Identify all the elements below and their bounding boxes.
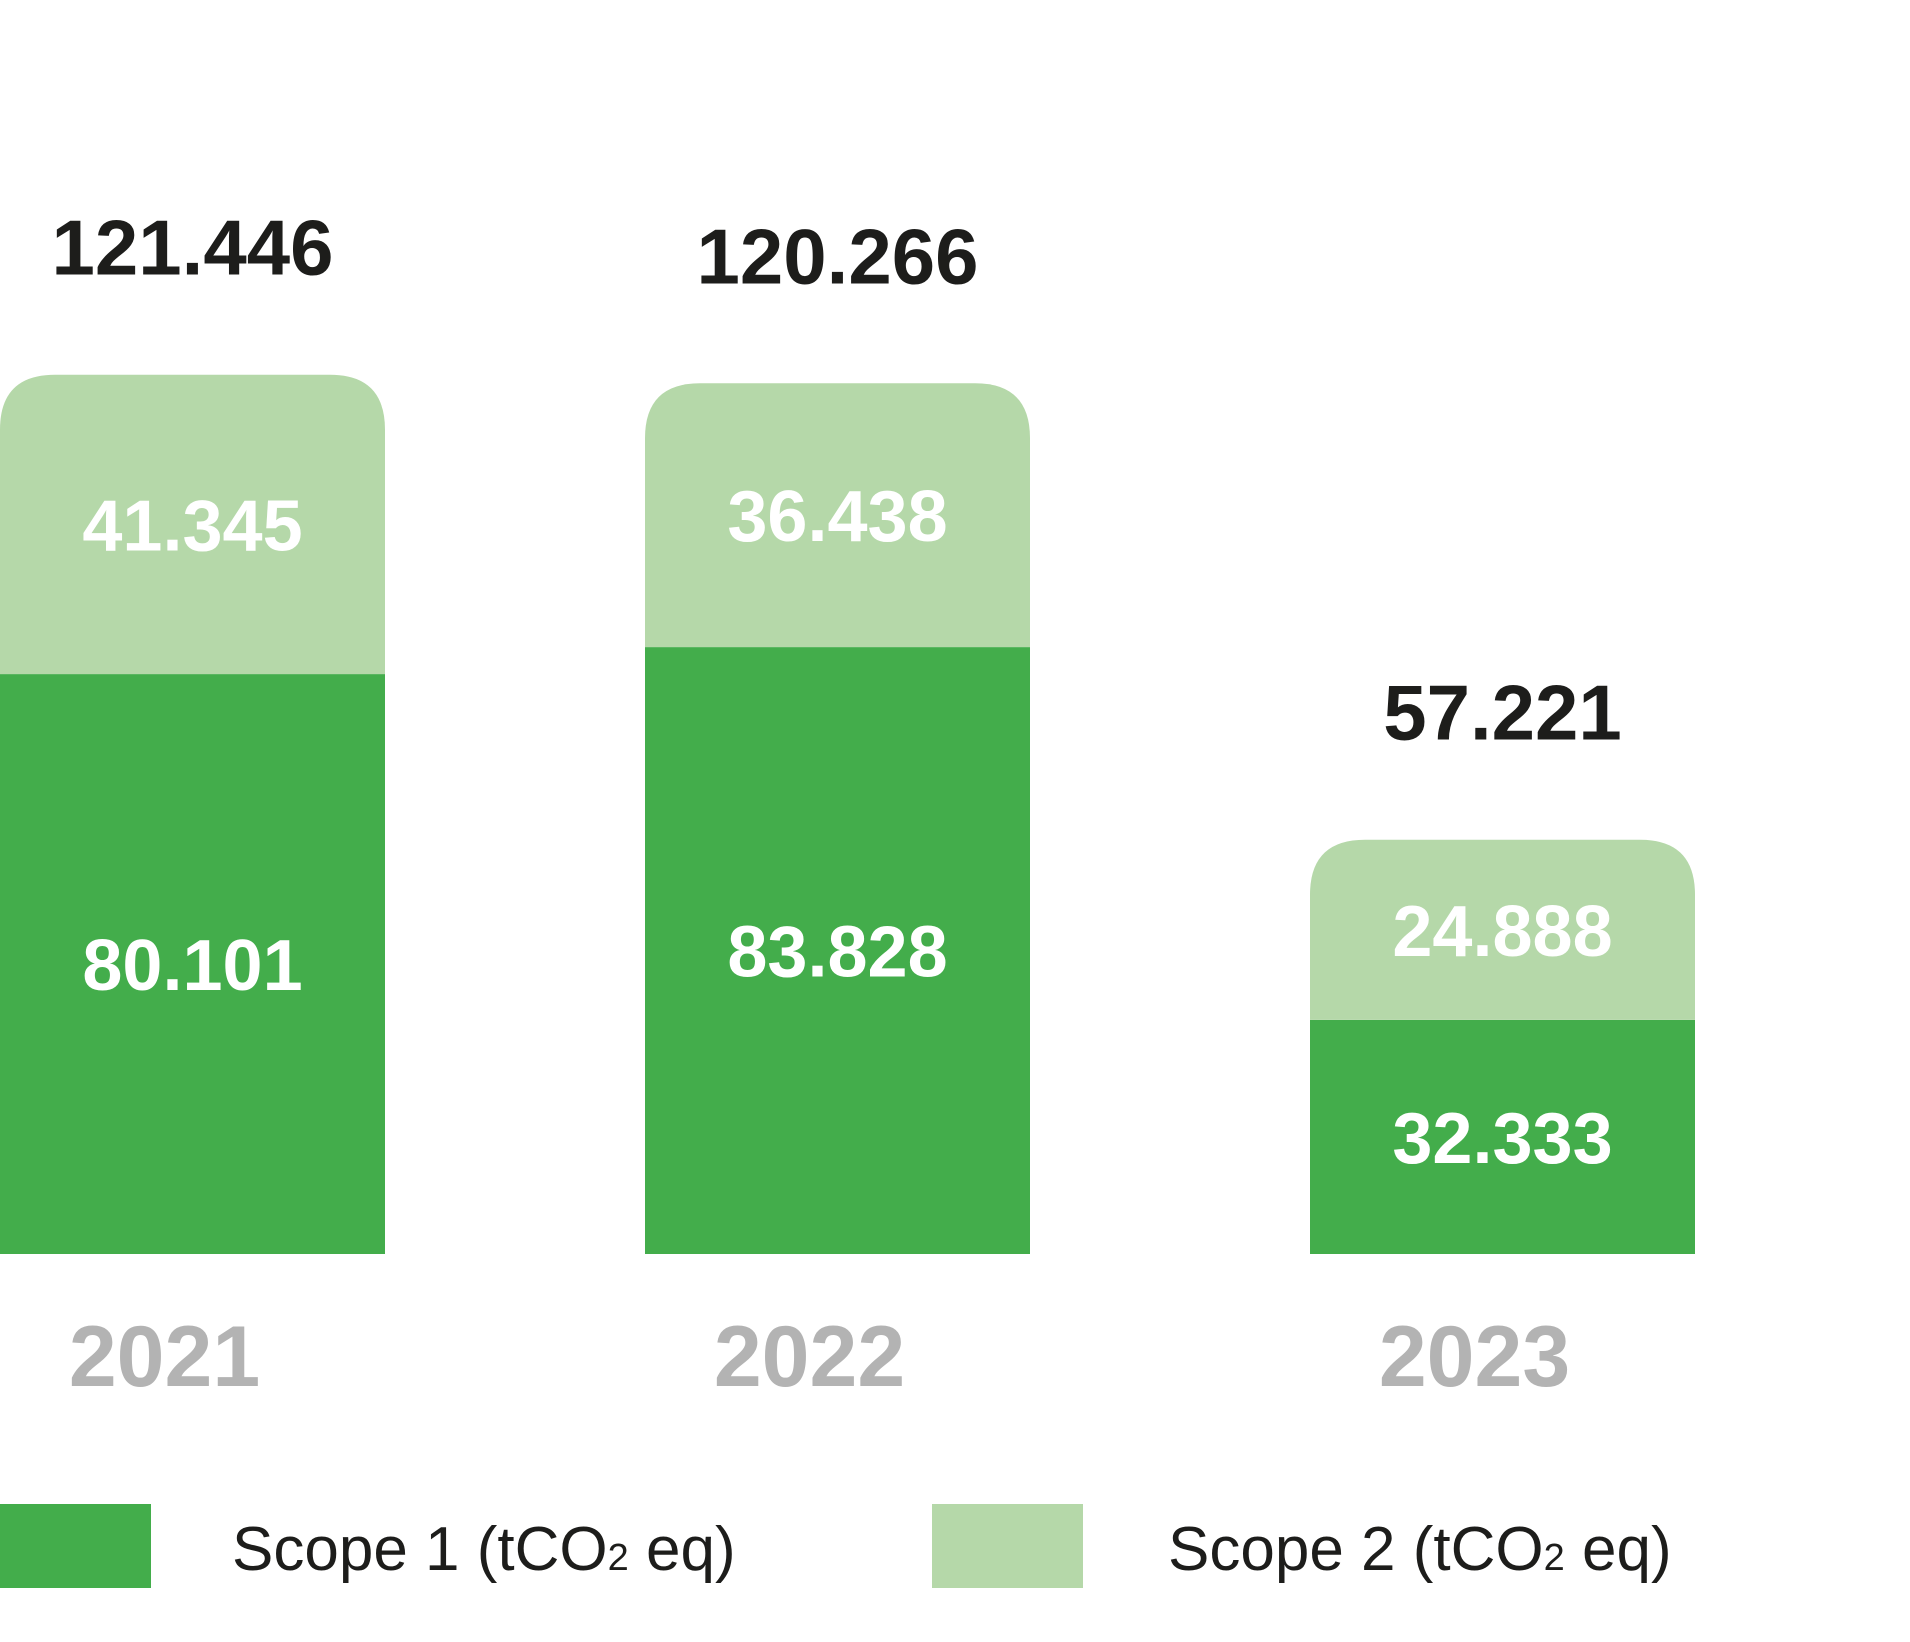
value-label-scope2-2023: 24.888 <box>1392 892 1612 972</box>
legend-label-scope2: Scope 2 (tCO2 eq) <box>1168 1515 1672 1584</box>
bar-scope2-2021 <box>0 374 385 675</box>
labels-group: 80.101 41.345 121.446 2021 83.828 36.438 120.2… <box>52 204 1622 1405</box>
bar-scope2-2022 <box>645 383 1030 648</box>
bar-scope1-2022 <box>645 647 1030 1254</box>
value-label-scope2-2022: 36.438 <box>727 477 947 557</box>
legend: Scope 1 (tCO2 eq) Scope 2 (tCO2 eq) <box>0 1504 1672 1588</box>
value-label-scope1-2021: 80.101 <box>82 926 302 1006</box>
total-label-2021: 121.446 <box>52 204 334 292</box>
value-label-scope1-2023: 32.333 <box>1392 1099 1612 1179</box>
bar-scope1-2023 <box>1310 1019 1695 1254</box>
total-label-2023: 57.221 <box>1383 669 1622 757</box>
legend-swatch-scope1 <box>0 1504 151 1588</box>
year-label-2022: 2022 <box>714 1309 905 1405</box>
value-label-scope1-2022: 83.828 <box>727 913 947 993</box>
bar-scope1-2021 <box>0 674 385 1254</box>
legend-label-scope1: Scope 1 (tCO2 eq) <box>232 1515 736 1584</box>
value-label-scope2-2021: 41.345 <box>82 486 302 566</box>
legend-swatch-scope2 <box>932 1504 1083 1588</box>
year-label-2021: 2021 <box>69 1309 260 1405</box>
bar-scope2-2023 <box>1310 839 1695 1020</box>
bars-group <box>0 374 1695 1254</box>
year-label-2023: 2023 <box>1379 1309 1570 1405</box>
total-label-2022: 120.266 <box>697 212 979 300</box>
